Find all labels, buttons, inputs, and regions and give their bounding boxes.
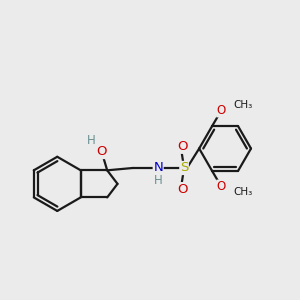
Text: H: H (154, 174, 163, 187)
Text: S: S (180, 161, 188, 175)
Text: O: O (177, 140, 188, 153)
Text: N: N (153, 161, 163, 175)
Text: CH₃: CH₃ (234, 100, 253, 110)
Text: O: O (97, 146, 107, 158)
Text: O: O (217, 104, 226, 117)
Text: O: O (217, 180, 226, 193)
Text: H: H (87, 134, 96, 147)
Text: O: O (177, 183, 188, 196)
Text: CH₃: CH₃ (234, 187, 253, 197)
